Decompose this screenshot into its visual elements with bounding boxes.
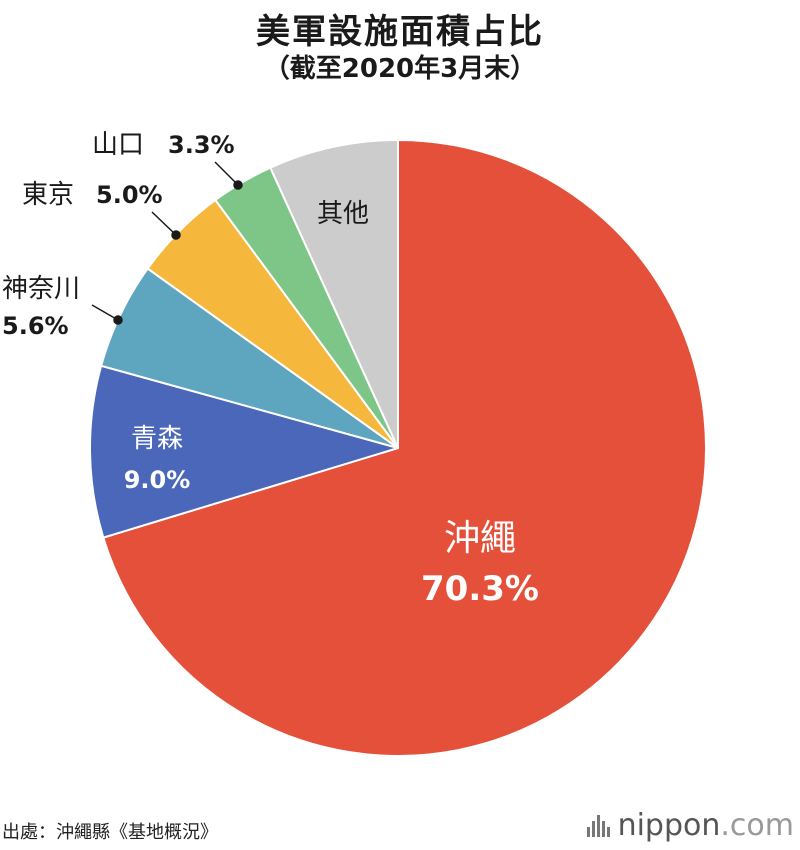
chart-title: 美軍設施面積占比 xyxy=(256,12,544,52)
leader-dot-tokyo xyxy=(171,230,181,240)
pie-slices xyxy=(89,139,707,757)
label-aomori-value: 9.0% xyxy=(124,466,191,494)
logo-name: nippon xyxy=(617,808,721,843)
logo-tld: .com xyxy=(720,808,794,843)
label-okinawa-name: 沖繩 xyxy=(444,518,516,559)
pie-slice-others xyxy=(269,139,399,449)
leader-lines xyxy=(91,161,243,325)
label-yamaguchi-name: 山口 xyxy=(92,130,144,160)
pie-slice-aomori xyxy=(89,364,399,539)
label-tokyo-name: 東京 xyxy=(22,180,74,210)
leader-dot-yamaguchi xyxy=(233,180,243,190)
leader-dot-kanagawa xyxy=(113,315,123,325)
label-okinawa-value: 70.3% xyxy=(421,569,539,609)
nippon-logo: nippon .com xyxy=(586,808,794,843)
label-kanagawa-name: 神奈川 xyxy=(2,274,80,304)
source-note: 出處：沖繩縣《基地概況》 xyxy=(2,822,218,843)
label-tokyo-value: 5.0% xyxy=(96,181,163,209)
slice-labels: 沖繩 70.3% 青森 9.0% 神奈川 5.6% 東京 5.0% 山口 3.3… xyxy=(2,130,539,609)
label-aomori-name: 青森 xyxy=(131,424,183,454)
chart-subtitle: （截至2020年3月末） xyxy=(263,54,537,84)
label-yamaguchi-value: 3.3% xyxy=(168,131,235,159)
label-kanagawa-value: 5.6% xyxy=(2,312,69,340)
leader-line-tokyo xyxy=(151,211,177,236)
leader-line-kanagawa xyxy=(91,304,119,321)
leader-line-yamaguchi xyxy=(214,161,239,186)
label-others-name: 其他 xyxy=(317,199,369,229)
logo-bars-icon xyxy=(586,814,610,837)
pie-slice-okinawa xyxy=(102,139,707,757)
